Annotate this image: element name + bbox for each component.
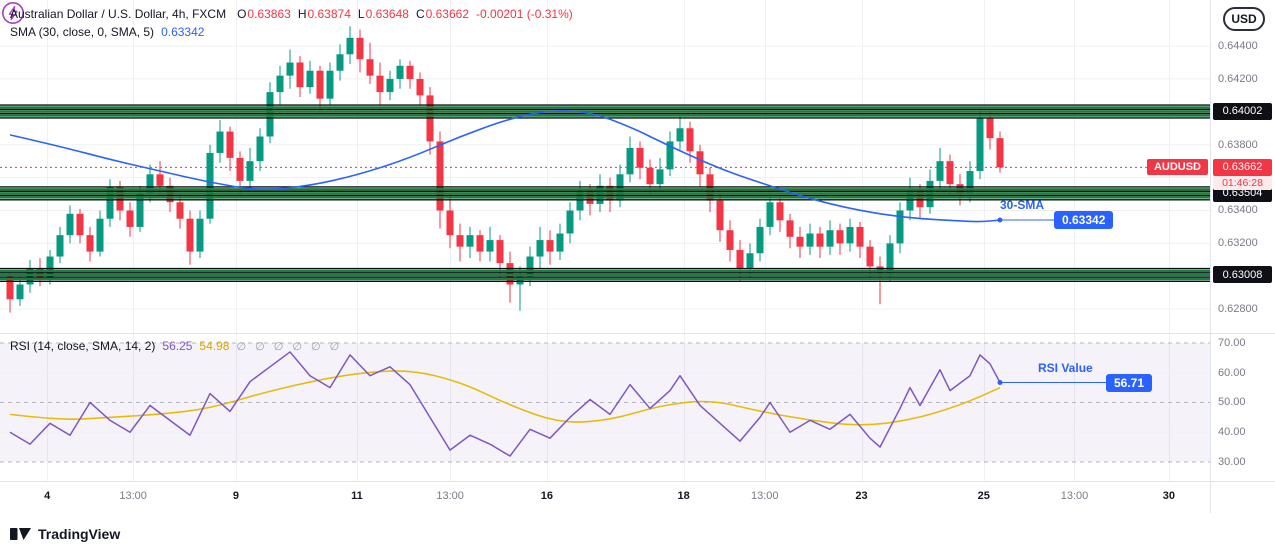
symbol-title: Australian Dollar / U.S. Dollar, 4h, FXC…	[10, 7, 227, 21]
price-level-badge: 0.64002	[1213, 102, 1272, 120]
time-axis[interactable]: 4 13:00 9 11 13:00 16 18 13:00 23 25 13:00 30	[0, 481, 1210, 513]
price-axis-separator	[1210, 0, 1211, 513]
tradingview-logo[interactable]: TradingView	[10, 525, 120, 543]
chart-legend: Australian Dollar / U.S. Dollar, 4h, FXC…	[10, 5, 573, 41]
symbol-price-flag: AUDUSD	[1146, 159, 1208, 176]
rsi-tick-label: 30.00	[1218, 455, 1246, 468]
price-axis[interactable]: 0.64400 0.64200 0.63800 0.63400 0.63200 0.628…	[1211, 0, 1275, 513]
rsi-empty-values: ∅ ∅ ∅ ∅ ∅ ∅	[236, 340, 343, 353]
price-tick-label: 0.63400	[1218, 204, 1258, 217]
price-tick-label: 0.64200	[1218, 72, 1258, 85]
time-axis-label: 13:00	[750, 490, 779, 502]
rsi-indicator-name: RSI (14, close, SMA, 14, 2)	[10, 339, 156, 353]
price-level-badge: 0.63008	[1213, 266, 1272, 284]
sma-indicator-value: 0.63342	[161, 25, 205, 39]
time-axis-label: 23	[855, 490, 868, 502]
lightning-quick-trade-button[interactable]	[0, 0, 26, 26]
rsi-indicator-legend-row[interactable]: RSI (14, close, SMA, 14, 2) 56.25 54.98 …	[10, 337, 342, 355]
sma-callout-label: 30-SMA	[1000, 198, 1045, 213]
sma-callout-badge: 0.63342	[1054, 211, 1114, 230]
rsi-tick-label: 60.00	[1218, 366, 1246, 379]
ohlc-close: C 0.63662	[415, 7, 470, 21]
price-tick-label: 0.63200	[1218, 237, 1258, 250]
price-change: -0.00201 (-0.31%)	[476, 7, 573, 21]
ohlc-open: O 0.63863	[237, 7, 291, 21]
bar-countdown: 01:46:28	[1213, 176, 1272, 191]
rsi-callout-label: RSI Value	[1038, 360, 1093, 375]
currency-usd-button[interactable]: USD	[1223, 7, 1265, 31]
time-axis-label: 25	[977, 490, 990, 502]
time-axis-label: 11	[351, 490, 363, 502]
time-axis-label: 30	[1162, 490, 1175, 502]
time-axis-label: 4	[44, 490, 51, 502]
symbol-legend-row[interactable]: Australian Dollar / U.S. Dollar, 4h, FXC…	[10, 5, 573, 23]
sma-indicator-legend-row[interactable]: SMA (30, close, 0, SMA, 5) 0.63342	[10, 23, 573, 41]
footer: TradingView	[0, 513, 1275, 553]
time-axis-label: 9	[232, 490, 239, 502]
ohlc-low: L 0.63648	[357, 7, 409, 21]
time-axis-label: 13:00	[436, 490, 464, 502]
lightning-icon	[8, 5, 18, 21]
price-chart-plot	[0, 0, 1210, 333]
tradingview-logo-icon	[10, 528, 31, 540]
time-axis-label: 16	[540, 490, 554, 502]
rsi-tick-label: 70.00	[1218, 336, 1246, 349]
time-axis-label: 13:00	[119, 490, 147, 502]
price-tick-label: 0.64400	[1218, 40, 1258, 53]
time-axis-label: 13:00	[1060, 490, 1089, 502]
rsi-chart-canvas[interactable]: RSI (14, close, SMA, 14, 2) 56.25 54.98 …	[0, 333, 1210, 481]
axis-separator	[0, 481, 1275, 482]
sma-indicator-name: SMA (30, close, 0, SMA, 5)	[10, 25, 155, 39]
rsi-chart-plot	[0, 333, 1210, 481]
price-tick-label: 0.62800	[1218, 303, 1258, 316]
ohlc-high: H 0.63874	[297, 7, 351, 21]
time-axis-label: 18	[677, 490, 690, 502]
rsi-sma-value: 54.98	[199, 339, 230, 353]
price-chart-canvas[interactable]: Australian Dollar / U.S. Dollar, 4h, FXC…	[0, 0, 1210, 333]
pane-separator[interactable]	[0, 333, 1275, 334]
price-tick-label: 0.63800	[1218, 138, 1258, 151]
rsi-value: 56.25	[162, 339, 193, 353]
rsi-tick-label: 50.00	[1218, 396, 1246, 409]
last-price-badge: 0.63662	[1213, 158, 1272, 176]
tradingview-wordmark: TradingView	[38, 526, 121, 542]
rsi-tick-label: 40.00	[1218, 426, 1246, 439]
candles	[6, 26, 1004, 313]
rsi-callout-badge: 56.71	[1106, 373, 1153, 392]
